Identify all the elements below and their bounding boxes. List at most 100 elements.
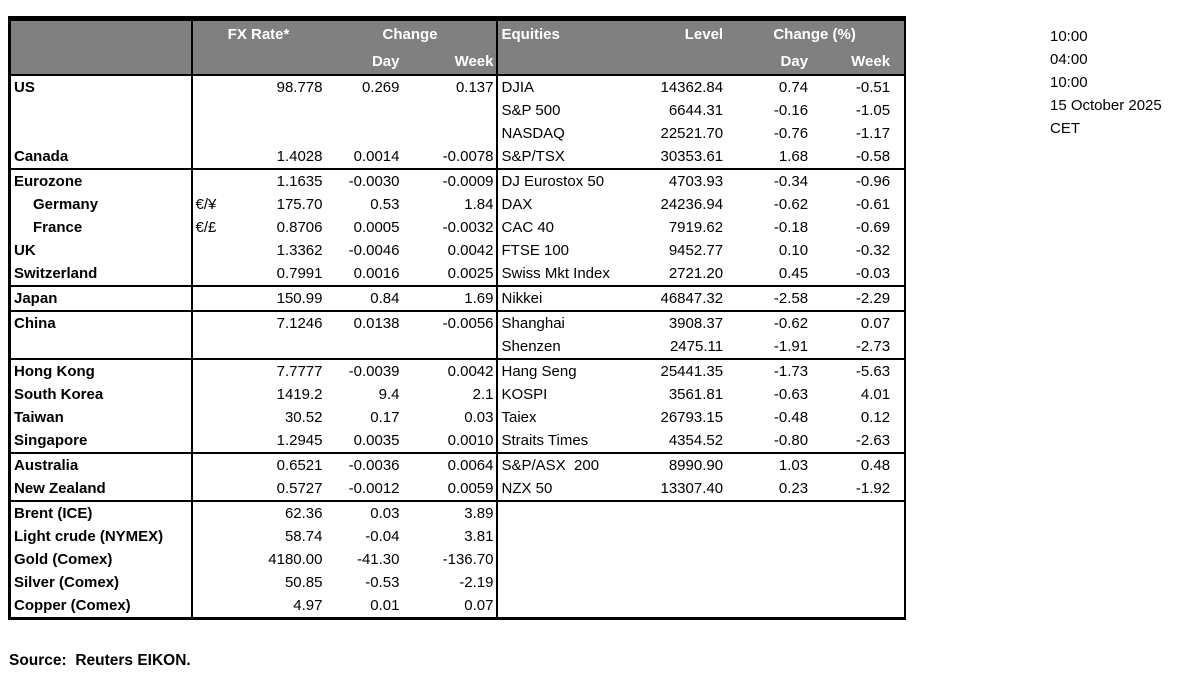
level-header: Level	[658, 18, 726, 49]
equity-name-cell: NASDAQ	[501, 125, 565, 142]
equity-day-change-cell: 1.03	[725, 452, 811, 477]
table-row: Hong Kong 7.7777 -0.0039 0.0042 Hang Seng 254…	[9, 358, 906, 383]
equity-day-change-cell	[725, 548, 810, 571]
fx-day-change-cell: 0.03	[324, 500, 402, 525]
equity-week-change-cell: -0.58	[855, 148, 891, 165]
currency-pair-cell	[192, 239, 234, 262]
currency-pair-cell	[191, 452, 234, 477]
equity-name-cell: Shanghai	[496, 310, 659, 335]
equity-week-header: Week	[810, 49, 906, 75]
fx-week-change-cell: 0.0010	[401, 429, 498, 453]
fx-day-change-cell: -0.04	[365, 528, 400, 545]
fx-week-change-cell: -0.0078	[401, 145, 498, 169]
region-cell: New Zealand	[9, 477, 193, 501]
equity-week-change-cell	[810, 571, 905, 594]
fx-rate-cell: 62.36	[233, 500, 325, 525]
equity-name-cell: Shenzen	[501, 338, 561, 355]
table-row: Switzerland 0.7991 0.0016 0.0025 Swiss Mkt I…	[9, 262, 906, 286]
table-row: Canada 1.4028 0.0014 -0.0078 S&P/TSX 30353.61…	[9, 145, 906, 169]
equity-name-cell: DJ Eurostox 50	[496, 168, 659, 193]
spacer-cell	[496, 49, 659, 75]
equity-day-change-cell: 0.23	[778, 480, 809, 497]
spacer-cell	[233, 49, 325, 75]
region-cell: Gold (Comex)	[9, 548, 193, 571]
region-cell: Light crude (NYMEX)	[9, 525, 193, 548]
equity-name-cell: KOSPI	[501, 386, 548, 403]
fx-rate-cell	[234, 99, 325, 122]
equity-level-cell: 24236.94	[660, 196, 724, 213]
timestamp-line: 15 October 2025	[1050, 97, 1162, 114]
fx-day-change-cell	[325, 335, 402, 359]
equity-week-change-cell: -2.29	[810, 285, 906, 311]
fx-week-change-cell: 0.0042	[401, 239, 498, 262]
equity-day-change-cell: -0.76	[773, 125, 809, 142]
equity-name-cell: CAC 40	[501, 219, 555, 236]
fx-day-header: Day	[324, 49, 402, 75]
fx-week-change-cell: 0.03	[401, 406, 498, 429]
region-cell: Singapore	[9, 429, 193, 453]
equity-day-header: Day	[725, 49, 811, 75]
region-cell: US	[9, 75, 193, 99]
fx-day-change-cell: 9.4	[378, 386, 400, 403]
fx-day-change-cell: 0.53	[370, 196, 400, 213]
equity-name-cell: Straits Times	[501, 432, 589, 449]
equity-level-cell	[659, 548, 726, 571]
equity-name-cell: NZX 50	[501, 480, 553, 497]
equity-week-change-cell	[810, 525, 905, 548]
equity-level-cell	[659, 571, 726, 594]
equity-day-change-cell: -2.58	[725, 285, 811, 311]
equity-day-change-cell: -0.48	[773, 409, 809, 426]
currency-pair-cell	[192, 548, 234, 571]
fx-week-change-cell: 0.137	[401, 75, 498, 99]
equity-week-change-cell	[810, 594, 905, 619]
currency-pair-cell	[192, 262, 234, 286]
currency-pair-cell	[191, 285, 234, 311]
equity-level-cell	[659, 525, 726, 548]
table-row: Germany €/¥ 175.70 0.53 1.84 DAX 24236.94 -0.62…	[9, 193, 906, 216]
equity-day-change-cell	[725, 571, 810, 594]
fx-rate-cell: 1419.2	[276, 386, 323, 403]
fx-day-change-cell: -41.30	[356, 551, 400, 568]
equity-name-cell: S&P/TSX	[501, 148, 565, 165]
fx-day-change-cell: 0.0138	[324, 310, 402, 335]
fx-day-change-cell: 0.0005	[353, 219, 400, 236]
region-cell: Australia	[9, 452, 193, 477]
table-row: New Zealand 0.5727 -0.0012 0.0059 NZX 50 1330…	[9, 477, 906, 501]
fx-rate-cell: 175.70	[276, 196, 323, 213]
equity-name-cell: DAX	[501, 196, 533, 213]
equity-week-change-cell: -2.73	[855, 338, 891, 355]
equity-day-change-cell: -0.34	[725, 168, 811, 193]
table-body: US 98.778 0.269 0.137 DJIA 14362.84 0.74 -0.51 S…	[9, 75, 906, 619]
region-cell: Brent (ICE)	[9, 500, 193, 525]
equity-level-cell	[658, 500, 726, 525]
fx-rate-cell: 0.6521	[233, 452, 325, 477]
table-row: South Korea 1419.2 9.4 2.1 KOSPI 3561.81 -0.63…	[9, 383, 906, 406]
equity-level-cell: 8990.90	[658, 452, 726, 477]
table-row: France €/£ 0.8706 0.0005 -0.0032 CAC 40 7919.6…	[9, 216, 906, 239]
region-cell: China	[9, 310, 193, 335]
fx-rate-cell: 98.778	[276, 79, 323, 96]
region-cell: France	[9, 216, 193, 239]
fx-day-change-cell: -0.0030	[324, 168, 402, 193]
region-cell: Canada	[9, 145, 193, 169]
equity-week-change-cell	[810, 500, 906, 525]
fx-day-change-cell: -0.0012	[348, 480, 400, 497]
equity-name-cell: Swiss Mkt Index	[501, 265, 610, 282]
table-row: Gold (Comex) 4180.00 -41.30 -136.70	[9, 548, 906, 571]
currency-pair-cell	[192, 477, 234, 501]
currency-pair-cell	[192, 525, 234, 548]
region-cell	[9, 335, 193, 359]
fx-week-change-cell: 0.0042	[401, 358, 498, 383]
fx-week-change-cell	[401, 122, 498, 145]
table-row: Light crude (NYMEX) 58.74 -0.04 3.81	[9, 525, 906, 548]
equity-day-change-cell: -1.73	[725, 358, 811, 383]
equity-name-cell: Hang Seng	[496, 358, 659, 383]
region-cell: Japan	[9, 285, 193, 311]
equity-name-cell: S&P/ASX 200	[496, 452, 659, 477]
fx-rate-cell	[234, 122, 325, 145]
equity-week-change-cell: -0.69	[855, 219, 891, 236]
fx-week-change-cell: 0.0059	[401, 477, 498, 501]
currency-pair-cell	[192, 145, 234, 169]
market-data-table: FX Rate* Change Equities Level Change (%…	[8, 16, 907, 620]
equity-day-change-cell: 0.45	[778, 265, 809, 282]
